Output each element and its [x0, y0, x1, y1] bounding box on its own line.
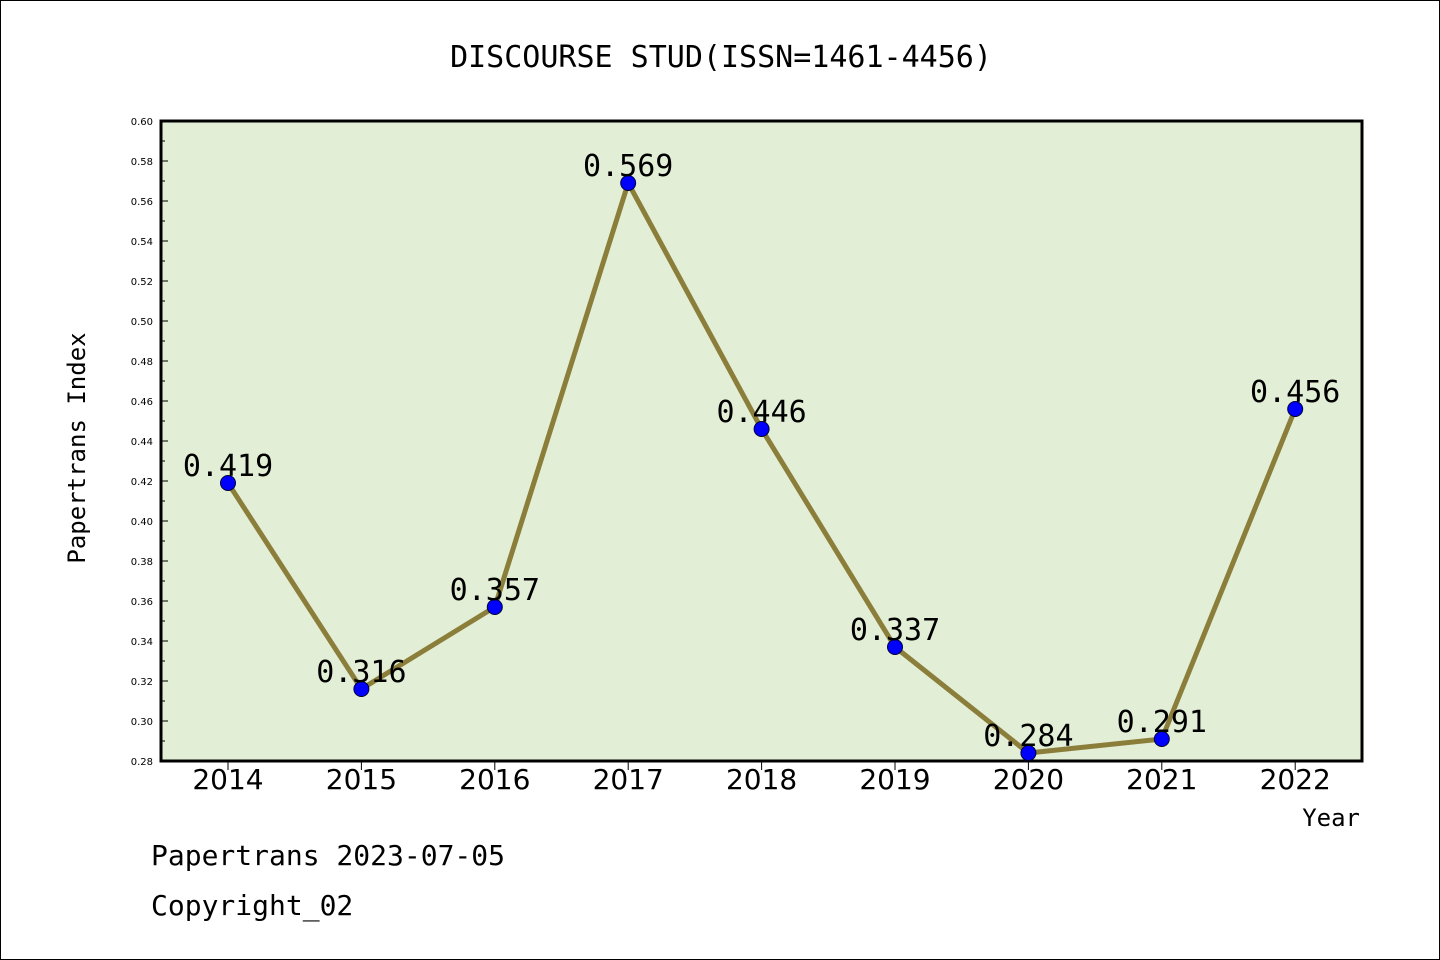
x-tick-label: 2021	[1126, 763, 1197, 796]
y-tick-label: 0.52	[131, 277, 153, 288]
x-tick-label: 2019	[859, 763, 930, 796]
data-label: 0.291	[1117, 705, 1207, 740]
y-tick-label: 0.32	[131, 677, 153, 688]
series-layer: 0.419 0.316 0.357 0.569 0.446 0.337 0.284 0.291…	[183, 149, 1340, 761]
data-point	[486, 599, 503, 615]
y-tick-label: 0.40	[131, 517, 153, 528]
data-point	[1153, 731, 1170, 747]
chart-title: DISCOURSE STUD(ISSN=1461-4456)	[450, 40, 992, 75]
x-tick-label: 2022	[1260, 763, 1331, 796]
data-point	[220, 475, 236, 491]
x-tick-label: 2016	[459, 763, 530, 796]
y-tick-label: 0.46	[131, 397, 153, 408]
x-tick-label: 2014	[192, 763, 263, 796]
data-label: 0.357	[450, 573, 540, 608]
y-tick-label: 0.38	[131, 557, 153, 568]
y-tick-label: 0.54	[131, 237, 153, 248]
data-point	[620, 175, 637, 191]
y-tick-label: 0.34	[131, 637, 153, 648]
y-tick-label: 0.60	[131, 117, 153, 128]
x-axis: 2014 2015 2016 2017 2018 2019 2020 2021 2022	[192, 761, 1331, 796]
y-tick-label: 0.42	[131, 477, 153, 488]
data-label: 0.337	[850, 613, 940, 648]
data-label: 0.456	[1250, 375, 1340, 410]
x-tick-label: 2018	[726, 763, 797, 796]
footer-date: Papertrans 2023-07-05	[151, 839, 505, 872]
x-axis-label: Year	[1302, 804, 1360, 832]
data-label: 0.569	[583, 149, 673, 184]
y-tick-label: 0.56	[131, 197, 153, 208]
y-tick-label: 0.58	[131, 157, 153, 168]
data-point	[1020, 745, 1037, 761]
footer-copyright: Copyright_02	[151, 889, 353, 923]
data-point	[353, 681, 370, 697]
x-tick-label: 2015	[326, 763, 397, 796]
x-tick-label: 2017	[593, 763, 664, 796]
x-tick-label: 2020	[993, 763, 1064, 796]
data-point	[887, 639, 903, 655]
y-tick-label: 0.36	[131, 597, 153, 608]
y-tick-label: 0.44	[131, 437, 153, 448]
y-tick-label: 0.48	[131, 357, 153, 368]
y-tick-label: 0.28	[131, 757, 153, 768]
y-axis-label: Papertrans Index	[63, 332, 91, 563]
data-label: 0.284	[983, 719, 1073, 754]
data-point	[1287, 401, 1304, 417]
data-point	[753, 421, 770, 437]
data-label: 0.446	[716, 395, 806, 430]
data-label: 0.316	[316, 655, 406, 690]
y-tick-label: 0.30	[131, 717, 153, 728]
y-tick-label: 0.50	[131, 317, 153, 328]
data-label: 0.419	[183, 449, 273, 484]
y-axis: 0.28 0.30 0.32 0.34 0.36 0.38 0.40 0.42 0.44 0.46…	[131, 117, 168, 768]
plot-area	[159, 119, 1364, 763]
